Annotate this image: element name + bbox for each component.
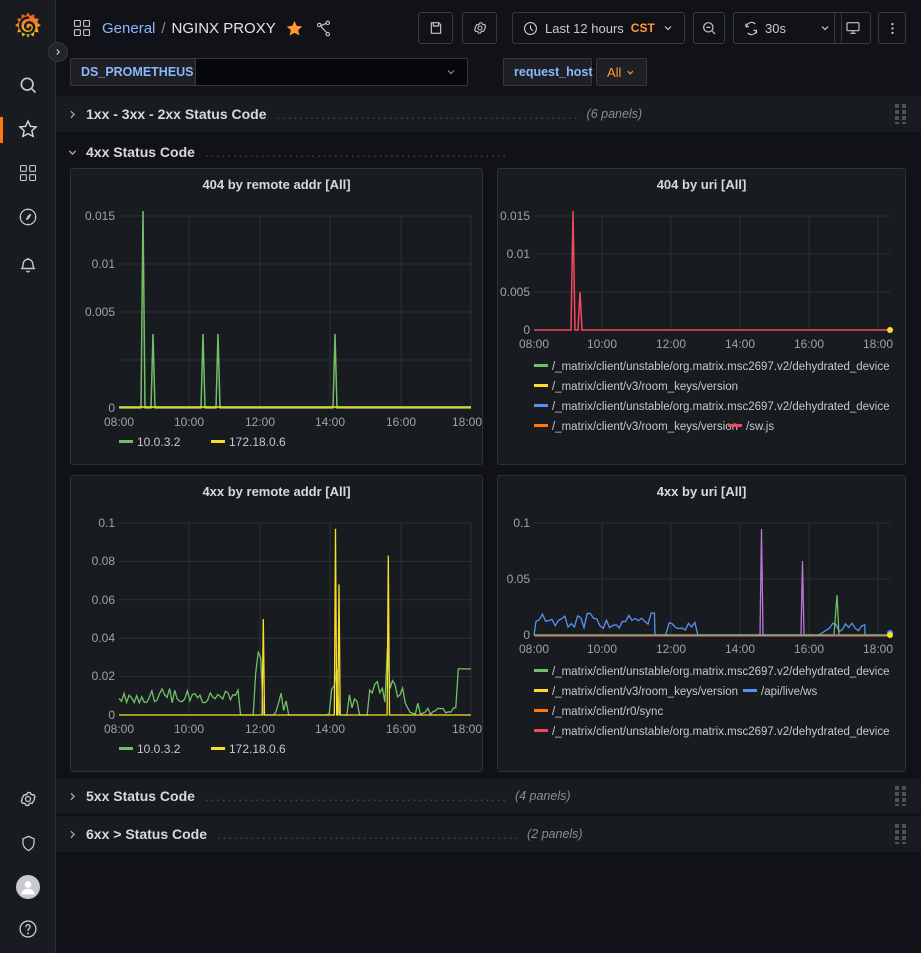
svg-text:/_matrix/client/unstable/org.m: /_matrix/client/unstable/org.matrix.msc2…	[552, 361, 890, 373]
svg-text:12:00: 12:00	[656, 337, 686, 351]
svg-text:0: 0	[523, 628, 530, 642]
svg-text:0.02: 0.02	[92, 669, 116, 683]
svg-text:16:00: 16:00	[794, 642, 824, 656]
svg-text:172.18.0.6: 172.18.0.6	[229, 742, 286, 756]
svg-text:0.1: 0.1	[98, 516, 115, 530]
svg-text:12:00: 12:00	[245, 722, 275, 736]
svg-text:/_matrix/client/v3/room_keys/v: /_matrix/client/v3/room_keys/version	[552, 381, 738, 393]
svg-text:0: 0	[108, 708, 115, 722]
svg-text:18:00: 18:00	[452, 722, 482, 736]
svg-text:08:00: 08:00	[104, 415, 134, 429]
svg-text:0: 0	[523, 323, 530, 337]
svg-text:0.05: 0.05	[507, 572, 531, 586]
svg-text:/_matrix/client/v3/room_keys/v: /_matrix/client/v3/room_keys/version	[552, 686, 738, 698]
svg-text:16:00: 16:00	[386, 722, 416, 736]
svg-text:14:00: 14:00	[315, 722, 345, 736]
svg-text:18:00: 18:00	[452, 415, 482, 429]
svg-text:/_matrix/client/r0/sync: /_matrix/client/r0/sync	[552, 706, 663, 718]
svg-text:10:00: 10:00	[587, 642, 617, 656]
svg-text:/_matrix/client/unstable/org.m: /_matrix/client/unstable/org.matrix.msc2…	[552, 726, 890, 738]
svg-text:/api/live/ws: /api/live/ws	[761, 686, 817, 698]
svg-text:10.0.3.2: 10.0.3.2	[137, 435, 181, 449]
svg-text:0.005: 0.005	[500, 285, 530, 299]
svg-text:10:00: 10:00	[174, 722, 204, 736]
svg-text:172.18.0.6: 172.18.0.6	[229, 435, 286, 449]
svg-text:0.04: 0.04	[92, 631, 116, 645]
svg-text:0.1: 0.1	[513, 516, 530, 530]
svg-text:10:00: 10:00	[587, 337, 617, 351]
svg-text:0.08: 0.08	[92, 554, 116, 568]
svg-text:/_matrix/client/v3/room_keys/v: /_matrix/client/v3/room_keys/version	[552, 421, 738, 433]
svg-text:10:00: 10:00	[174, 415, 204, 429]
svg-text:0.005: 0.005	[85, 305, 115, 319]
svg-text:/_matrix/client/unstable/org.m: /_matrix/client/unstable/org.matrix.msc2…	[552, 401, 890, 413]
svg-text:08:00: 08:00	[519, 642, 549, 656]
svg-text:14:00: 14:00	[725, 642, 755, 656]
svg-text:0: 0	[108, 401, 115, 415]
svg-text:0.01: 0.01	[507, 247, 531, 261]
svg-text:0.06: 0.06	[92, 593, 116, 607]
svg-text:0.015: 0.015	[500, 209, 530, 223]
svg-text:/_matrix/client/unstable/org.m: /_matrix/client/unstable/org.matrix.msc2…	[552, 666, 890, 678]
svg-text:16:00: 16:00	[794, 337, 824, 351]
svg-text:08:00: 08:00	[519, 337, 549, 351]
svg-text:0.01: 0.01	[92, 257, 116, 271]
svg-text:14:00: 14:00	[725, 337, 755, 351]
svg-text:08:00: 08:00	[104, 722, 134, 736]
svg-text:10.0.3.2: 10.0.3.2	[137, 742, 181, 756]
svg-text:18:00: 18:00	[863, 642, 893, 656]
svg-text:/sw.js: /sw.js	[746, 421, 774, 433]
svg-text:12:00: 12:00	[245, 415, 275, 429]
svg-text:14:00: 14:00	[315, 415, 345, 429]
svg-text:16:00: 16:00	[386, 415, 416, 429]
svg-text:12:00: 12:00	[656, 642, 686, 656]
svg-text:0.015: 0.015	[85, 209, 115, 223]
svg-text:18:00: 18:00	[863, 337, 893, 351]
